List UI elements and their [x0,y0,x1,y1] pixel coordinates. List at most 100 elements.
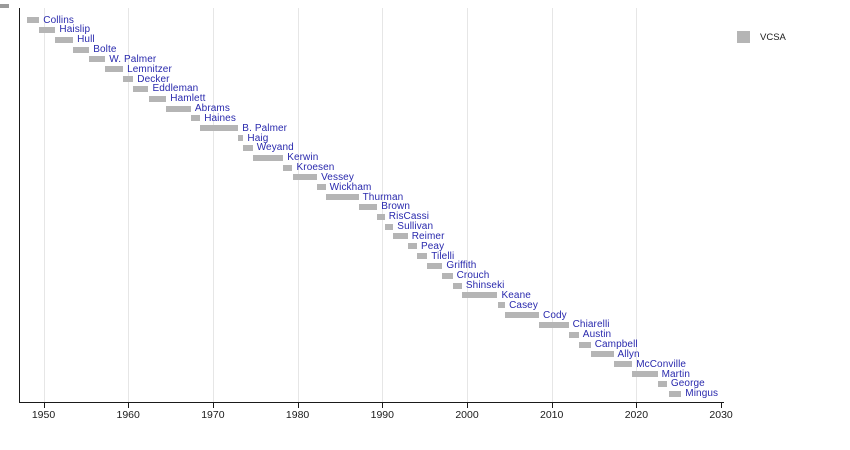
person-label[interactable]: RisCassi [388,211,430,223]
x-tick-label: 2000 [455,409,479,421]
person-label[interactable]: Hull [77,34,95,46]
tenure-bar [243,144,253,151]
person-label[interactable]: Reimer [411,230,445,242]
tenure-bar [55,36,74,43]
tenure-bar [283,164,293,171]
cropped-bar-artifact [0,4,9,8]
tenure-bar [497,302,506,309]
tenure-bar [632,371,658,378]
person-label[interactable]: Kerwin [287,152,319,164]
person-label[interactable]: Abrams [194,103,230,114]
tenure-bar [461,292,498,299]
tenure-bar [393,233,408,240]
person-label[interactable]: Eddleman [152,83,199,95]
tenure-bar [89,56,106,63]
person-label[interactable]: Collins [43,14,75,26]
tenure-bar [590,351,614,358]
tenure-bar [148,95,167,102]
person-label[interactable]: Hamlett [170,93,206,105]
person-label[interactable]: Campbell [594,339,638,351]
legend-label: VCSA [760,31,786,43]
person-label[interactable]: Sullivan [397,221,434,232]
tenure-bar [452,282,462,289]
tenure-bar [238,135,244,141]
person-label[interactable]: Decker [137,73,170,85]
tenure-bar [27,17,40,23]
person-label[interactable]: Shinseki [465,280,505,291]
tenure-bar [669,390,682,397]
person-label[interactable]: Wickham [329,181,372,193]
tenure-bar [539,321,569,328]
x-tick-label: 1970 [201,409,225,421]
tenure-bar [252,154,284,161]
x-tick-mark [721,402,723,408]
tenure-bar [417,253,428,259]
x-tick-label: 2010 [540,409,564,421]
person-label[interactable]: Casey [509,299,538,311]
person-label[interactable]: Martin [661,368,690,380]
tenure-bar [377,213,385,220]
person-label[interactable]: Keane [501,289,531,301]
person-label[interactable]: Brown [381,201,411,213]
person-label[interactable]: George [670,378,705,390]
x-tick-mark [467,402,468,408]
x-tick-mark [43,402,45,408]
person-label[interactable]: Kroesen [296,162,335,173]
tenure-bar [505,312,539,319]
tenure-bar [39,26,56,33]
x-tick-label: 1980 [285,409,310,421]
person-label[interactable]: Crouch [456,270,490,282]
person-label[interactable]: Haines [204,112,236,124]
legend-swatch-icon [737,31,750,43]
x-tick-label: 2030 [709,409,733,421]
gridline-1950 [43,8,45,402]
person-label[interactable]: Peay [421,240,445,252]
person-label[interactable]: Allyn [617,348,640,360]
x-tick-mark [551,402,553,408]
person-label[interactable]: Thurman [362,191,404,203]
person-label[interactable]: Haig [247,132,269,144]
tenure-bar [384,223,394,230]
person-label[interactable]: Vessey [321,171,354,183]
gridline-1990 [382,8,384,402]
tenure-bar [442,272,453,279]
person-label[interactable]: McConville [636,358,687,370]
y-axis-line [19,8,20,402]
tenure-bar [123,76,134,82]
person-label[interactable]: Haislip [59,24,91,36]
x-tick-label: 1950 [31,409,56,421]
person-label[interactable]: Mingus [685,388,719,400]
x-tick-mark [128,402,130,408]
x-tick-mark [212,402,214,408]
legend: VCSA [737,31,786,43]
gridline-2010 [551,8,553,402]
person-label[interactable]: Weyand [256,142,294,154]
x-tick-mark [636,402,638,408]
tenure-bar [166,105,191,112]
tenure-bar [200,125,239,132]
tenure-bar [613,361,633,368]
tenure-bar [133,85,149,92]
person-label[interactable]: W. Palmer [109,53,157,65]
x-tick-label: 1990 [370,409,394,421]
person-label[interactable]: B. Palmer [242,122,288,134]
tenure-bar [190,115,201,122]
gridline-2000 [467,8,468,402]
tenure-bar [325,194,359,200]
person-label[interactable]: Chiarelli [572,319,610,331]
gridline-2020 [636,8,638,402]
tenure-bar [568,331,579,338]
x-tick-label: 1960 [116,409,140,421]
person-label[interactable]: Tilelli [431,250,455,262]
x-tick-mark [297,402,299,408]
person-label[interactable]: Austin [582,329,612,341]
person-label[interactable]: Bolte [93,44,117,55]
gridline-1980 [297,8,299,402]
person-label[interactable]: Griffith [446,260,477,272]
tenure-bar [358,203,378,210]
gridline-1960 [128,8,130,402]
person-label[interactable]: Lemnitzer [127,63,172,75]
tenure-bar [657,380,667,387]
person-label[interactable]: Cody [543,309,567,321]
